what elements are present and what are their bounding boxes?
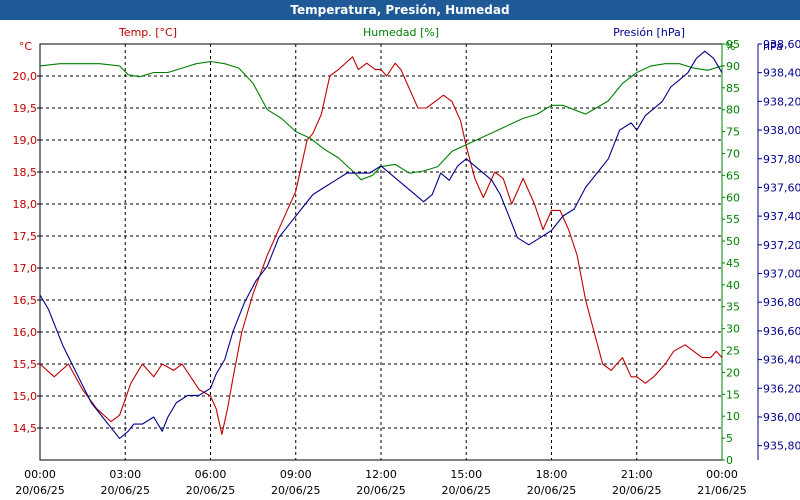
x-tick-time: 15:00 (450, 468, 482, 481)
x-tick-date: 20/06/25 (101, 484, 150, 497)
pressure-tick-label: 938,60 (763, 38, 800, 51)
humidity-tick-label: 35 (726, 301, 740, 314)
chart-title: Temperatura, Presión, Humedad (0, 0, 800, 20)
series-line-humidity (39, 60, 723, 181)
humidity-unit: % (725, 40, 735, 53)
humidity-tick-label: 10 (726, 410, 740, 423)
x-tick-time: 12:00 (365, 468, 397, 481)
pressure-tick-label: 937,80 (763, 153, 800, 166)
humidity-tick-label: 80 (726, 104, 740, 117)
temperature-tick-label: 17,5 (13, 230, 38, 243)
humidity-axis-title: Humedad [%] (363, 26, 439, 39)
pressure-tick-label: 936,00 (763, 411, 800, 424)
pressure-tick-label: 938,00 (763, 124, 800, 137)
series-line-pressure (39, 50, 723, 440)
temperature-tick-label: 18,5 (13, 166, 38, 179)
temperature-tick-label: 16,0 (13, 326, 38, 339)
humidity-tick-label: 60 (726, 191, 740, 204)
temperature-unit: °C (19, 40, 33, 53)
pressure-tick-label: 936,60 (763, 325, 800, 338)
humidity-tick-label: 95 (726, 38, 740, 51)
x-tick-date: 20/06/25 (271, 484, 320, 497)
pressure-unit: hPa (763, 40, 783, 53)
humidity-tick-label: 20 (726, 366, 740, 379)
humidity-tick-label: 65 (726, 169, 740, 182)
humidity-tick-label: 25 (726, 345, 740, 358)
temperature-tick-label: 15,5 (13, 358, 38, 371)
x-tick-time: 18:00 (536, 468, 568, 481)
pressure-tick-label: 937,20 (763, 239, 800, 252)
humidity-tick-label: 15 (726, 388, 740, 401)
pressure-tick-label: 937,00 (763, 268, 800, 281)
humidity-tick-label: 45 (726, 257, 740, 270)
humidity-tick-label: 85 (726, 82, 740, 95)
x-tick-date: 20/06/25 (527, 484, 576, 497)
temperature-tick-label: 17,0 (13, 262, 38, 275)
pressure-tick-label: 937,60 (763, 181, 800, 194)
x-tick-date: 20/06/25 (612, 484, 661, 497)
pressure-tick-label: 938,20 (763, 95, 800, 108)
humidity-tick-label: 5 (726, 432, 733, 445)
humidity-tick-label: 0 (726, 454, 733, 467)
humidity-tick-label: 90 (726, 60, 740, 73)
x-tick-date: 21/06/25 (697, 484, 746, 497)
pressure-tick-label: 935,80 (763, 440, 800, 453)
temperature-tick-label: 19,5 (13, 102, 38, 115)
x-tick-date: 20/06/25 (15, 484, 64, 497)
humidity-tick-label: 75 (726, 126, 740, 139)
x-tick-time: 00:00 (24, 468, 56, 481)
humidity-tick-label: 70 (726, 147, 740, 160)
x-tick-time: 00:00 (706, 468, 738, 481)
temperature-tick-label: 16,5 (13, 294, 38, 307)
humidity-tick-label: 40 (726, 279, 740, 292)
pressure-tick-label: 937,40 (763, 210, 800, 223)
x-tick-time: 03:00 (109, 468, 141, 481)
x-tick-time: 06:00 (195, 468, 227, 481)
pressure-tick-label: 936,80 (763, 296, 800, 309)
x-tick-date: 20/06/25 (442, 484, 491, 497)
temperature-tick-label: 18,0 (13, 198, 38, 211)
series-line-temperature (39, 56, 723, 435)
temperature-tick-label: 14,5 (13, 422, 38, 435)
pressure-tick-label: 938,40 (763, 67, 800, 80)
temperature-axis-title: Temp. [°C] (118, 26, 177, 39)
x-tick-date: 20/06/25 (186, 484, 235, 497)
humidity-tick-label: 30 (726, 323, 740, 336)
humidity-tick-label: 50 (726, 235, 740, 248)
x-tick-date: 20/06/25 (356, 484, 405, 497)
temperature-tick-label: 19,0 (13, 134, 38, 147)
x-tick-time: 21:00 (621, 468, 653, 481)
temperature-tick-label: 15,0 (13, 390, 38, 403)
x-tick-time: 09:00 (280, 468, 312, 481)
temperature-tick-label: 20,0 (13, 70, 38, 83)
humidity-tick-label: 55 (726, 213, 740, 226)
pressure-axis-title: Presión [hPa] (613, 26, 685, 39)
pressure-tick-label: 936,40 (763, 354, 800, 367)
pressure-tick-label: 936,20 (763, 382, 800, 395)
